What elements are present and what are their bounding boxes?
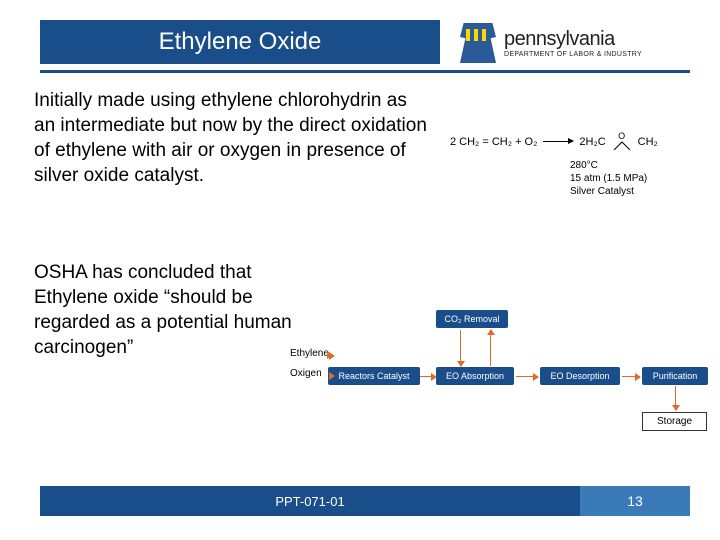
eq-lhs: 2 CH₂ = CH₂ + O₂: [450, 136, 537, 148]
eq-pressure: 15 atm (1.5 MPa): [570, 172, 700, 185]
flow-node-absorption: EO Absorption: [436, 367, 514, 385]
process-flow-diagram: Reactors Catalyst CO₂ Removal EO Absorptio…: [310, 290, 710, 430]
paragraph-2: OSHA has concluded that Ethylene oxide “…: [34, 260, 314, 360]
flow-arrow-2: [516, 376, 538, 377]
flow-arrow-1: [420, 376, 436, 377]
logo-brand: pennsylvania: [504, 29, 642, 49]
footer-doc-id: PPT-071-01: [40, 486, 580, 516]
logo-dept: DEPARTMENT OF LABOR & INDUSTRY: [504, 51, 642, 58]
epoxide-icon: O: [612, 132, 632, 151]
flow-arrow-3: [622, 376, 640, 377]
flow-arrow-4: [460, 330, 461, 366]
pa-logo: pennsylvania DEPARTMENT OF LABOR & INDUS…: [460, 18, 690, 68]
footer-page-number: 13: [580, 486, 690, 516]
slide-footer: PPT-071-01 13: [40, 486, 690, 516]
flow-node-desorption: EO Desorption: [540, 367, 620, 385]
flow-node-reactors: Reactors Catalyst: [328, 367, 420, 385]
flow-storage: Storage: [642, 412, 707, 431]
header-divider: [40, 70, 690, 73]
eq-o: O: [618, 132, 625, 141]
eq-temp: 280°C: [570, 159, 700, 172]
eq-rhs-prefix: 2H₂C: [579, 136, 605, 148]
paragraph-1: Initially made using ethylene chlorohydr…: [34, 88, 429, 188]
flow-node-purification: Purification: [642, 367, 708, 385]
eq-rhs-suffix: CH₂: [638, 136, 658, 148]
chemical-equation: 2 CH₂ = CH₂ + O₂ 2H₂C O CH₂ 280°C 15 atm…: [450, 132, 700, 198]
keystone-icon: [460, 23, 496, 63]
flow-input-oxigen: Oxigen: [290, 368, 322, 379]
flow-arrow-5: [490, 330, 491, 366]
slide-title: Ethylene Oxide: [40, 20, 440, 64]
flow-input-ethylene: Ethylene: [290, 348, 329, 359]
flow-arrow-6: [675, 386, 676, 410]
flow-node-co2: CO₂ Removal: [436, 310, 508, 328]
eq-catalyst: Silver Catalyst: [570, 185, 700, 198]
